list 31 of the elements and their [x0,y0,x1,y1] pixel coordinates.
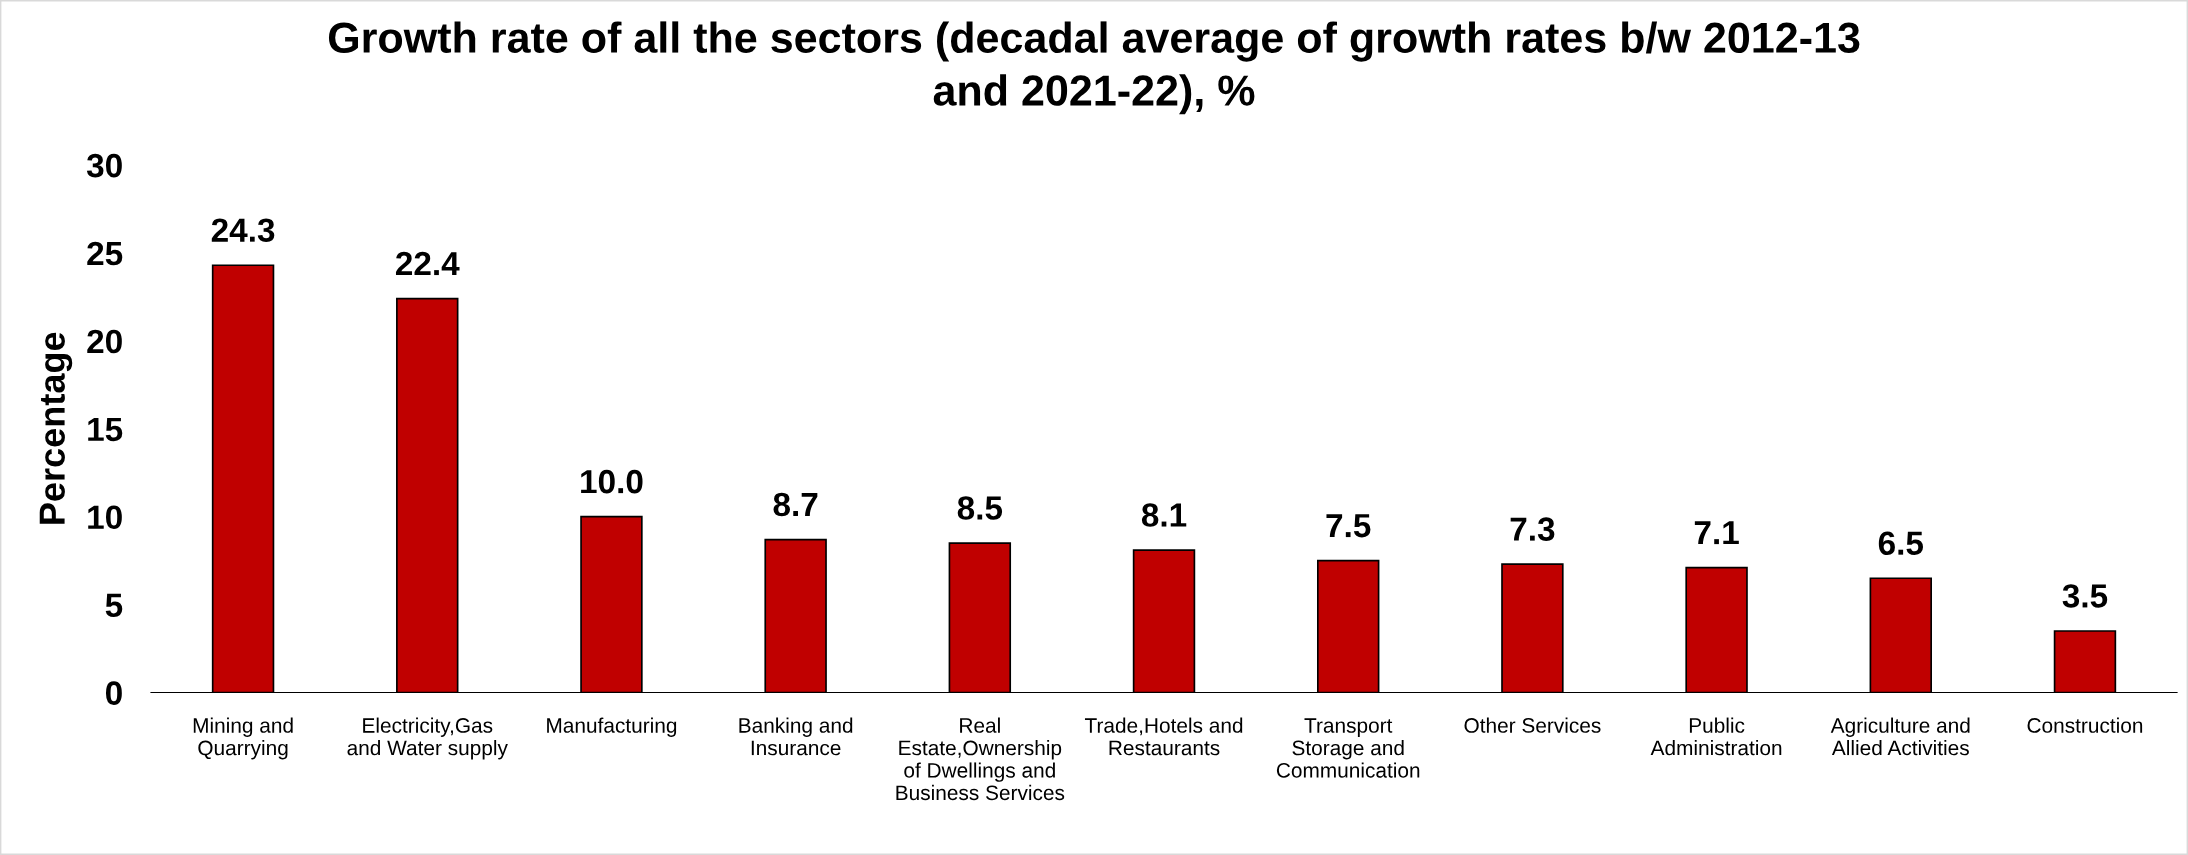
data-label: 10.0 [581,469,643,494]
y-tick-label: 5 [105,593,123,618]
data-label: 8.5 [957,496,1003,520]
data-label: 3.5 [2062,584,2108,608]
y-axis-title: Percentage [39,332,73,524]
chart-title: Growth rate of all the sectors (decadal average of growth rates b/w 2012-13 and 2021-22), % [328,21,1860,115]
y-tick-label: 30 [86,153,122,178]
x-tick-label: Mining and Quarrying [193,717,293,760]
x-tick-label: Public Administration [1650,717,1782,756]
x-tick-label: Other Services [1464,717,1601,733]
x-tick-label: Manufacturing [547,717,677,737]
x-tick-label: Real Estate,Ownership of Dwellings and Business Services [896,717,1065,801]
y-tick-label: 25 [87,241,123,266]
x-tick-label: Transport Storage and Communication [1276,718,1420,778]
data-label: 22.4 [395,251,460,276]
x-tick-label: Electricity,Gas and Water supply [347,717,508,760]
y-tick-label: 10 [88,505,122,530]
data-label: 8.7 [773,492,818,517]
x-tick-label: Agriculture and Allied Activities [1830,717,1970,756]
y-tick-label: 20 [87,329,122,354]
y-tick-label: 0 [105,681,122,705]
data-label: 8.1 [1141,503,1187,527]
x-tick-label: Construction [2027,717,2143,733]
data-label: 6.5 [1878,531,1924,555]
x-tick-label: Banking and Insurance [739,717,853,756]
data-label: 7.3 [1510,517,1555,541]
y-tick-label: 15 [88,417,123,442]
x-tick-label: Trade,Hotels and Restaurants [1084,717,1243,756]
data-label: 7.1 [1694,521,1739,545]
data-label: 7.5 [1326,514,1371,538]
data-label: 24.3 [211,218,275,243]
